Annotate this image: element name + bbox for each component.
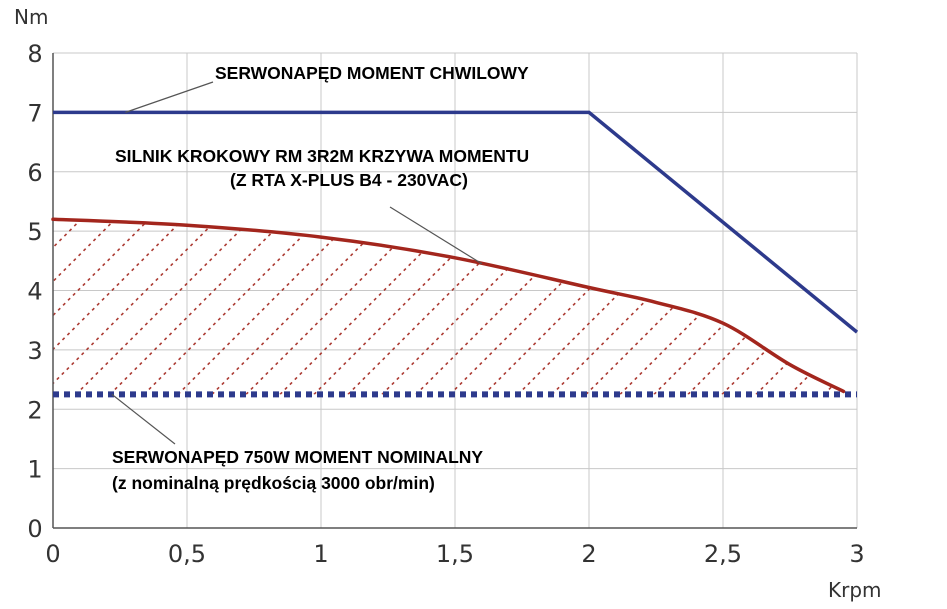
hatch-line (789, 219, 844, 395)
hatch-line (211, 219, 443, 395)
leader-servo-peak (125, 81, 214, 113)
hatch-line (109, 219, 341, 395)
series (51, 110, 859, 398)
hatch-line (483, 219, 715, 395)
y-tick-label: 1 (27, 456, 42, 484)
hatch-line (75, 219, 307, 395)
y-tick-label: 7 (27, 99, 42, 127)
hatch-line (449, 219, 681, 395)
x-tick-label: 0 (45, 540, 60, 568)
y-tick-label: 2 (27, 396, 42, 424)
hatch-line (177, 219, 409, 395)
y-tick-label: 6 (27, 159, 42, 187)
annotation-servo-peak: SERWONAPĘD MOMENT CHWILOWY (215, 63, 529, 83)
hatch-line (619, 219, 844, 395)
x-tick-label: 2,5 (704, 540, 742, 568)
hatch-line (313, 219, 545, 395)
x-tick-label: 2 (581, 540, 596, 568)
x-unit-label: Krpm (828, 578, 882, 602)
annotation-stepper-line1: SILNIK KROKOWY RM 3R2M KRZYWA MOMENTU (115, 146, 529, 166)
y-tick-label: 8 (27, 40, 42, 68)
hatch-line (858, 164, 947, 394)
hatch-line (926, 164, 947, 394)
y-tick-label: 0 (27, 515, 42, 543)
hatch-line (721, 219, 844, 395)
stepper-torque-curve (51, 217, 846, 394)
hatch-line (653, 219, 844, 395)
hatch-line (381, 219, 613, 395)
leader-stepper (389, 206, 483, 265)
annotation-servo-nominal-line1: SERWONAPĘD 750W MOMENT NOMINALNY (112, 447, 483, 467)
y-tick-label: 4 (27, 278, 42, 306)
hatch-line (551, 219, 783, 395)
hatch-line (53, 219, 171, 395)
hatch-line (53, 219, 103, 395)
y-unit-label: Nm (14, 5, 48, 29)
grid (53, 52, 858, 528)
hatch-line (415, 219, 647, 395)
hatch-line (143, 219, 375, 395)
x-tick-label: 0,5 (168, 540, 206, 568)
axes: 0 1 2 3 4 5 6 7 8 0 0,5 1 1,5 2 2,5 3 (27, 40, 864, 568)
x-tick-label: 1,5 (436, 540, 474, 568)
leader-servo-nominal (111, 393, 176, 445)
annotation-leaders (111, 81, 483, 445)
hatch-line (53, 219, 273, 395)
x-tick-label: 3 (849, 540, 864, 568)
hatch-line (823, 219, 844, 395)
y-tick-label: 5 (27, 218, 42, 246)
hatch-line (892, 164, 947, 394)
annotation-stepper-line2: (Z RTA X-PLUS B4 - 230VAC) (230, 170, 468, 190)
hatch-line (53, 219, 239, 395)
hatch-line (347, 219, 579, 395)
hatch-line (245, 219, 477, 395)
hatch-line (53, 219, 205, 395)
hatch-line (53, 219, 137, 395)
y-tick-label: 3 (27, 337, 42, 365)
hatched-region (53, 164, 947, 395)
servo-peak-line (53, 110, 859, 334)
annotation-servo-nominal-line2: (z nominalną prędkością 3000 obr/min) (112, 473, 435, 493)
hatch-line (279, 219, 511, 395)
x-tick-label: 1 (313, 540, 328, 568)
